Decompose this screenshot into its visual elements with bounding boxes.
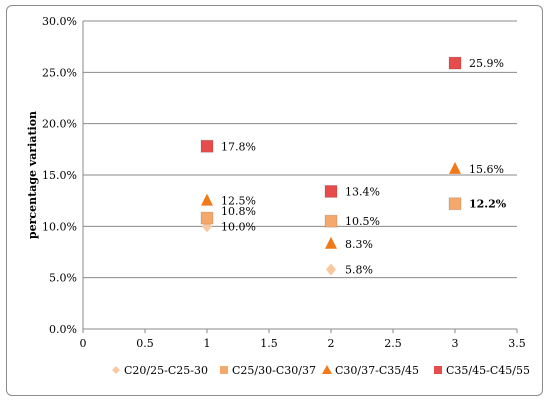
- x-tick-label: 3: [452, 337, 459, 350]
- y-tick-label: 30.0%: [42, 15, 77, 28]
- y-axis-title: percentage variation: [26, 111, 39, 239]
- y-tick-label: 20.0%: [42, 118, 77, 131]
- data-label: 25.9%: [469, 57, 504, 70]
- x-tick-label: 0: [80, 337, 87, 350]
- data-label: 12.5%: [221, 195, 256, 208]
- x-axis-tick-labels: 0 0.5 1 1.5 2 2.5 3 3.5: [80, 337, 526, 350]
- legend-item: C20/25-C25-30: [112, 364, 208, 377]
- data-label: 8.3%: [345, 238, 373, 251]
- data-point: [325, 236, 337, 249]
- data-point: [326, 263, 336, 276]
- y-tick-label: 0.0%: [49, 323, 77, 336]
- data-label: 10.8%: [221, 205, 256, 218]
- legend-marker: [322, 365, 332, 374]
- axes: [82, 21, 518, 333]
- data-label: 10.0%: [221, 220, 256, 233]
- grid-lines: [83, 20, 517, 279]
- legend-label: C30/37-C35/45: [335, 364, 419, 377]
- legend-item: C25/30-C30/37: [220, 364, 316, 377]
- data-point: [324, 185, 338, 198]
- data-point: [448, 56, 462, 70]
- legend-marker: [220, 366, 228, 374]
- data-point: [448, 197, 462, 211]
- y-tick-label: 25.0%: [42, 66, 77, 79]
- legend-marker: [112, 366, 120, 374]
- legend-item: C35/45-C45/55: [434, 364, 530, 377]
- x-tick-label: 2.5: [384, 337, 402, 350]
- data-point: [200, 139, 214, 153]
- data-points: [200, 56, 462, 276]
- data-point: [449, 161, 461, 174]
- data-point: [200, 211, 214, 225]
- data-point: [324, 214, 338, 228]
- x-tick-label: 1: [204, 337, 211, 350]
- legend-marker: [434, 366, 442, 374]
- data-labels: 10.0% 5.8% 10.8% 10.5% 12.2% 12.5% 8.3% 15.6% 17…: [221, 57, 507, 276]
- data-label: 10.5%: [345, 215, 380, 228]
- legend-label: C20/25-C25-30: [124, 364, 208, 377]
- y-axis-tick-labels: 0.0% 5.0% 10.0% 15.0% 20.0% 25.0% 30.0%: [42, 15, 77, 336]
- x-tick-label: 2: [328, 337, 335, 350]
- legend-item: C30/37-C35/45: [322, 364, 419, 377]
- data-point: [201, 193, 213, 206]
- legend: C20/25-C25-30 C25/30-C30/37 C30/37-C35/45 C…: [112, 364, 530, 377]
- x-tick-label: 1.5: [260, 337, 278, 350]
- data-label: 5.8%: [345, 263, 373, 276]
- x-tick-label: 3.5: [508, 337, 526, 350]
- x-tick-label: 0.5: [136, 337, 154, 350]
- legend-label: C25/30-C30/37: [232, 364, 316, 377]
- data-label: 12.2%: [469, 198, 507, 211]
- y-tick-label: 5.0%: [49, 272, 77, 285]
- data-label: 17.8%: [221, 140, 256, 153]
- y-tick-label: 15.0%: [42, 169, 77, 182]
- data-label: 15.6%: [469, 163, 504, 176]
- legend-label: C35/45-C45/55: [446, 364, 530, 377]
- data-label: 13.4%: [345, 185, 380, 198]
- y-tick-label: 10.0%: [42, 220, 77, 233]
